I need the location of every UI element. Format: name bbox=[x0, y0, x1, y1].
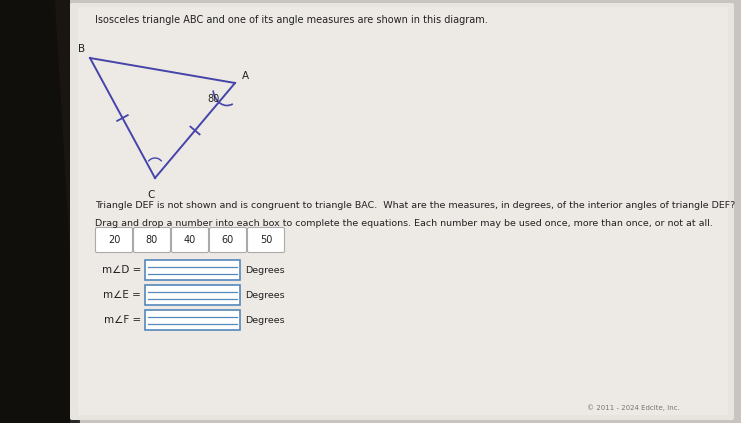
Text: m∠E =: m∠E = bbox=[103, 290, 141, 300]
Text: 80: 80 bbox=[146, 235, 158, 245]
Text: Degrees: Degrees bbox=[245, 316, 285, 324]
Text: Degrees: Degrees bbox=[245, 291, 285, 299]
FancyBboxPatch shape bbox=[145, 285, 240, 305]
Polygon shape bbox=[0, 0, 70, 423]
FancyBboxPatch shape bbox=[96, 228, 133, 253]
FancyBboxPatch shape bbox=[145, 310, 240, 330]
Text: m∠D =: m∠D = bbox=[102, 265, 141, 275]
Text: 60: 60 bbox=[222, 235, 234, 245]
FancyBboxPatch shape bbox=[145, 260, 240, 280]
Text: B: B bbox=[79, 44, 85, 54]
FancyBboxPatch shape bbox=[78, 7, 728, 415]
FancyBboxPatch shape bbox=[171, 228, 208, 253]
Text: 40: 40 bbox=[184, 235, 196, 245]
Polygon shape bbox=[0, 0, 80, 423]
Text: Degrees: Degrees bbox=[245, 266, 285, 275]
Text: 80: 80 bbox=[207, 94, 219, 104]
Text: Isosceles triangle ABC and one of its angle measures are shown in this diagram.: Isosceles triangle ABC and one of its an… bbox=[95, 15, 488, 25]
FancyBboxPatch shape bbox=[247, 228, 285, 253]
Text: Triangle DEF is not shown and is congruent to triangle BAC.  What are the measur: Triangle DEF is not shown and is congrue… bbox=[95, 201, 735, 210]
Text: m∠F =: m∠F = bbox=[104, 315, 141, 325]
FancyBboxPatch shape bbox=[133, 228, 170, 253]
Text: 20: 20 bbox=[107, 235, 120, 245]
FancyBboxPatch shape bbox=[210, 228, 247, 253]
Text: 50: 50 bbox=[260, 235, 272, 245]
FancyBboxPatch shape bbox=[70, 3, 734, 420]
Text: C: C bbox=[147, 190, 155, 200]
Text: A: A bbox=[242, 71, 248, 81]
Text: Drag and drop a number into each box to complete the equations. Each number may : Drag and drop a number into each box to … bbox=[95, 219, 713, 228]
Text: © 2011 - 2024 Edcite, Inc.: © 2011 - 2024 Edcite, Inc. bbox=[587, 404, 680, 411]
